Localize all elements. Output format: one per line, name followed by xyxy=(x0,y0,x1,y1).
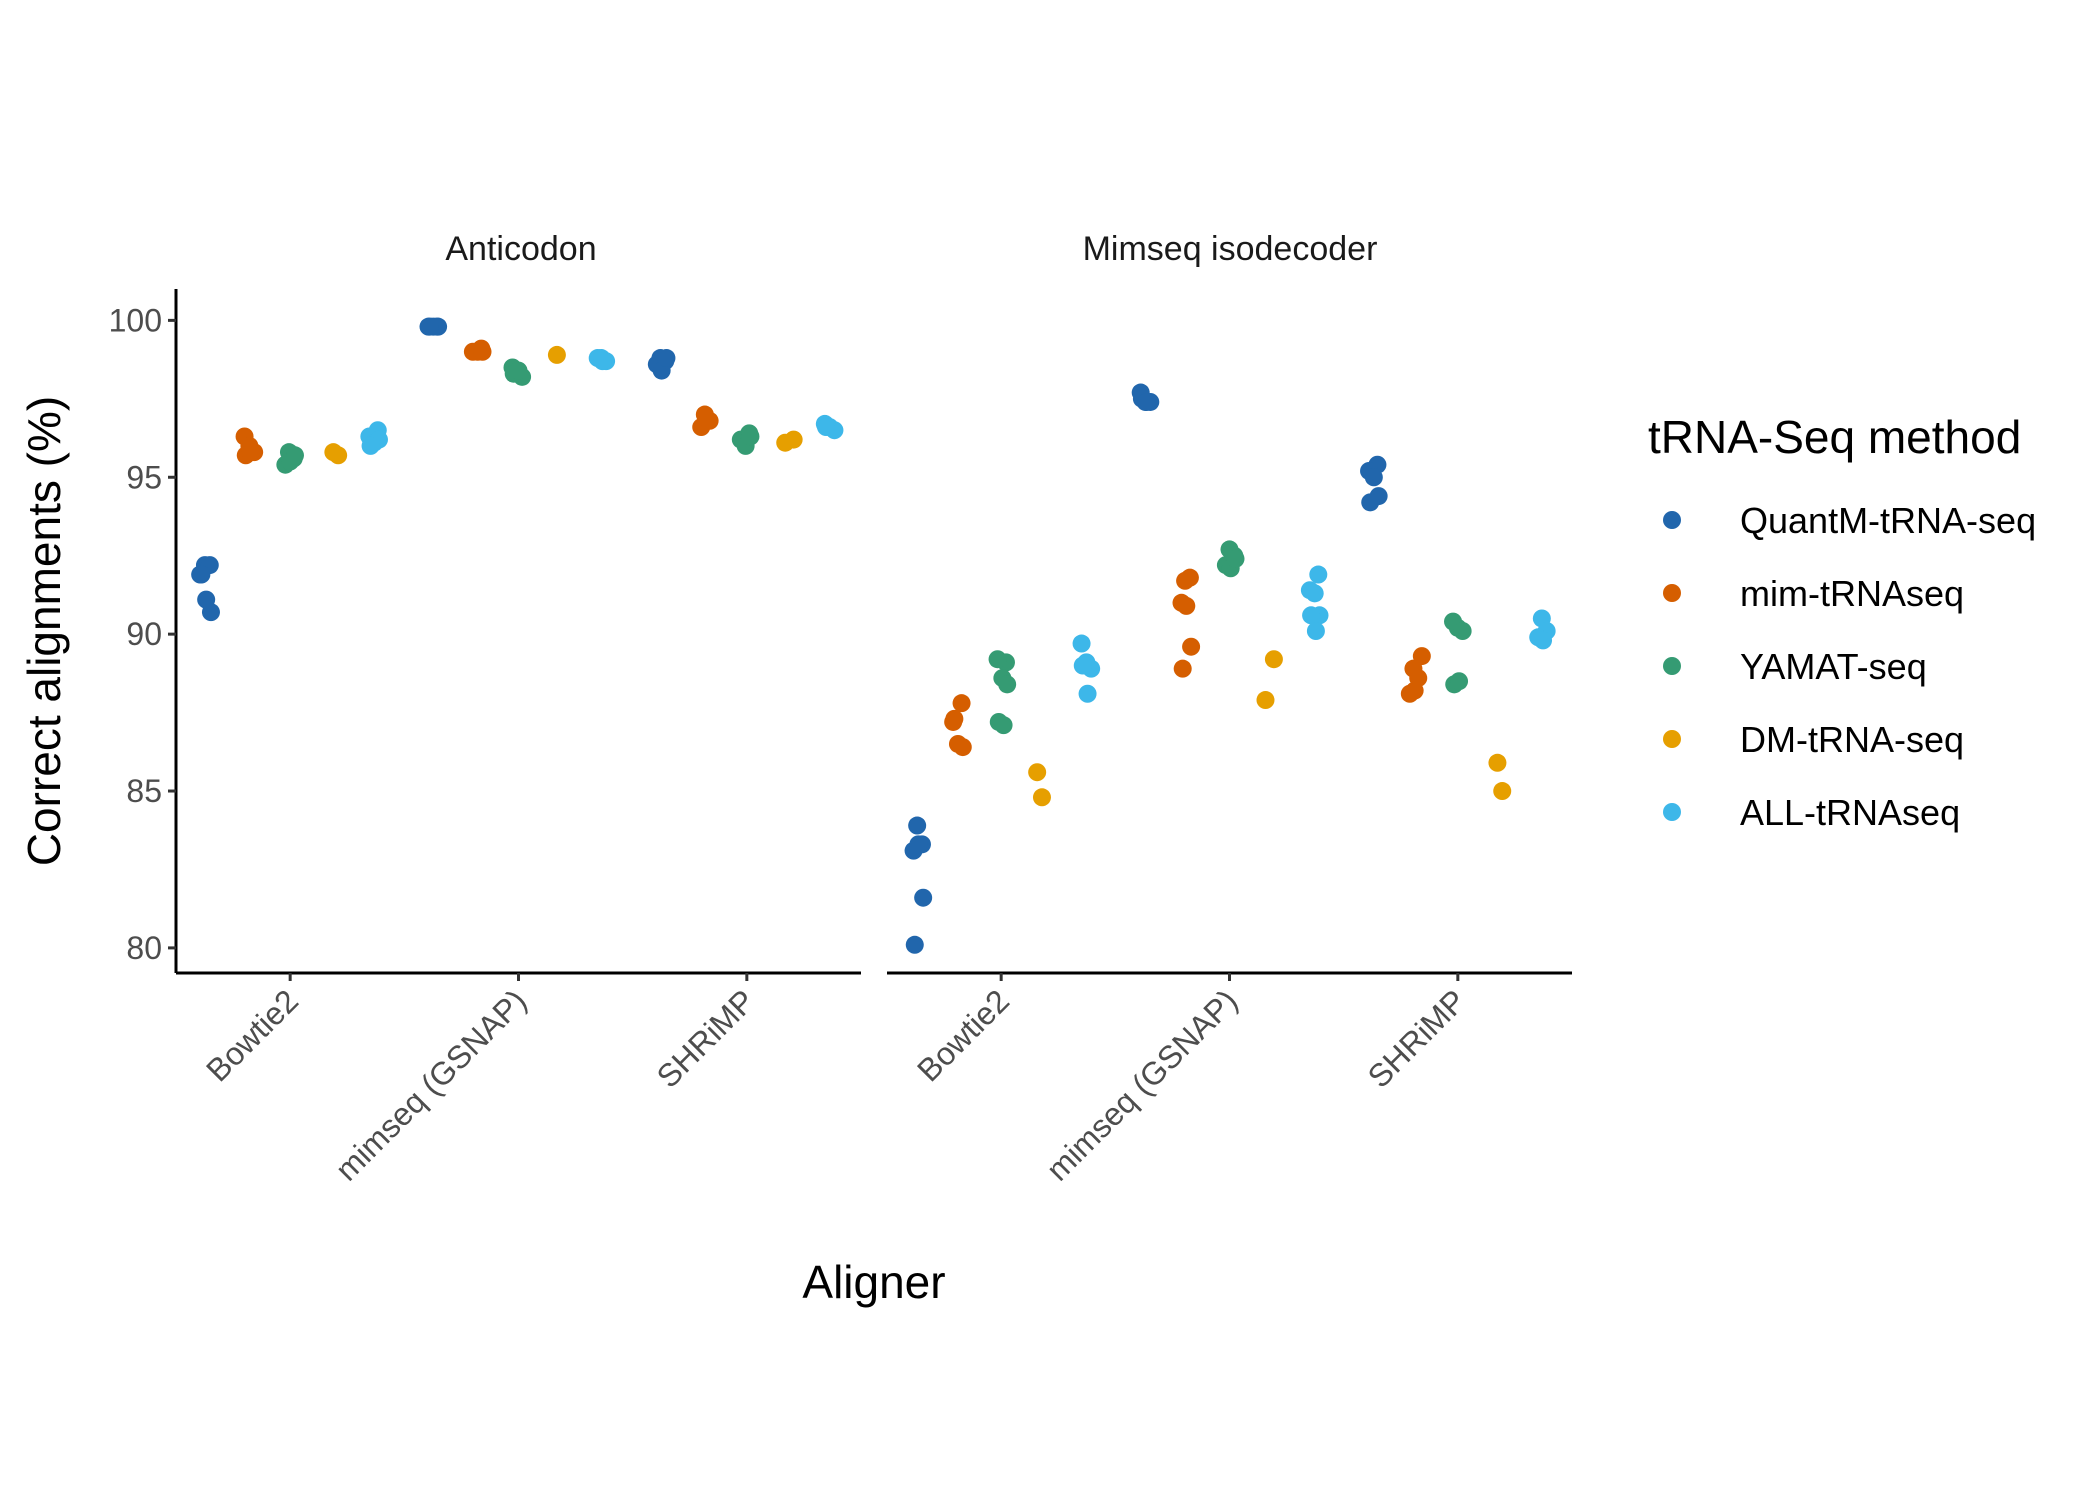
x-tick-label: mimseq (GSNAP) xyxy=(1039,982,1244,1187)
data-point xyxy=(1305,584,1324,603)
y-axis-title: Correct alignments (%) xyxy=(18,396,70,866)
data-point xyxy=(285,446,304,465)
legend-label: DM-tRNA-seq xyxy=(1740,719,1964,760)
y-tick-label: 100 xyxy=(109,302,162,338)
data-points xyxy=(191,317,1556,954)
data-point xyxy=(952,694,971,713)
data-point xyxy=(1078,684,1097,703)
data-point xyxy=(994,716,1013,735)
data-point xyxy=(1182,637,1201,656)
data-point xyxy=(1450,672,1469,691)
legend-key xyxy=(1663,584,1681,602)
data-point xyxy=(1364,468,1383,487)
data-point xyxy=(1173,659,1192,678)
data-point xyxy=(697,408,716,427)
data-point xyxy=(988,650,1007,669)
data-point xyxy=(547,345,566,364)
data-point xyxy=(1028,763,1047,782)
y-tick-label: 85 xyxy=(126,773,162,809)
data-point xyxy=(473,342,492,361)
data-point xyxy=(1405,681,1424,700)
legend-title: tRNA-Seq method xyxy=(1648,411,2021,463)
data-point xyxy=(776,433,795,452)
data-point xyxy=(241,443,260,462)
data-point xyxy=(1488,753,1507,772)
data-point xyxy=(1137,392,1156,411)
data-point xyxy=(1177,596,1196,615)
legend-label: YAMAT-seq xyxy=(1740,646,1927,687)
x-tick-label: Bowtie2 xyxy=(910,982,1016,1088)
data-point xyxy=(1264,650,1283,669)
x-ticks: Bowtie2 mimseq (GSNAP) SHRiMP Bowtie2 mimseq… xyxy=(199,973,1473,1188)
x-tick-label: SHRiMP xyxy=(1361,982,1473,1094)
legend: tRNA-Seq method QuantM-tRNA-seq mim-tRNAs… xyxy=(1648,411,2036,833)
data-point xyxy=(657,349,676,368)
data-point xyxy=(1306,622,1325,640)
data-point xyxy=(329,446,348,465)
data-point xyxy=(1226,549,1245,568)
data-point xyxy=(1073,656,1092,675)
data-point xyxy=(192,565,211,584)
data-point xyxy=(741,427,760,446)
data-point xyxy=(908,816,927,835)
data-point xyxy=(1302,606,1321,625)
data-point xyxy=(593,352,612,371)
data-point xyxy=(1180,568,1199,587)
data-point xyxy=(1361,493,1380,512)
data-point xyxy=(953,738,972,757)
legend-key xyxy=(1663,511,1681,529)
data-point xyxy=(1309,565,1328,584)
legend-key xyxy=(1663,730,1681,748)
data-point xyxy=(1534,631,1553,650)
data-point xyxy=(998,675,1017,694)
data-point xyxy=(1032,788,1051,807)
data-point xyxy=(905,935,924,954)
legend-label: ALL-tRNAseq xyxy=(1740,792,1960,833)
y-tick-label: 80 xyxy=(126,930,162,966)
data-point xyxy=(817,418,836,437)
y-ticks: 80 85 90 95 100 xyxy=(109,302,176,966)
data-point xyxy=(201,603,220,622)
data-point xyxy=(1256,691,1275,710)
data-point xyxy=(361,436,380,455)
panel-title-anticodon: Anticodon xyxy=(445,230,596,268)
x-tick-label: Bowtie2 xyxy=(199,982,305,1088)
legend-key xyxy=(1663,657,1681,675)
data-point xyxy=(945,709,964,728)
data-point xyxy=(909,835,928,854)
y-tick-label: 95 xyxy=(126,459,162,495)
data-point xyxy=(1453,622,1472,640)
data-point xyxy=(420,317,439,336)
panel-title-mimseq-isodecoder: Mimseq isodecoder xyxy=(1083,230,1378,268)
data-point xyxy=(509,361,528,380)
x-tick-label: SHRiMP xyxy=(650,982,762,1094)
data-point xyxy=(1072,634,1091,653)
legend-label: QuantM-tRNA-seq xyxy=(1740,500,2036,541)
x-axis-title: Aligner xyxy=(802,1256,945,1308)
legend-label: mim-tRNAseq xyxy=(1740,573,1964,614)
y-tick-label: 90 xyxy=(126,616,162,652)
x-tick-label: mimseq (GSNAP) xyxy=(328,982,533,1187)
legend-key xyxy=(1663,803,1681,821)
data-point xyxy=(914,888,933,907)
data-point xyxy=(1493,782,1512,801)
